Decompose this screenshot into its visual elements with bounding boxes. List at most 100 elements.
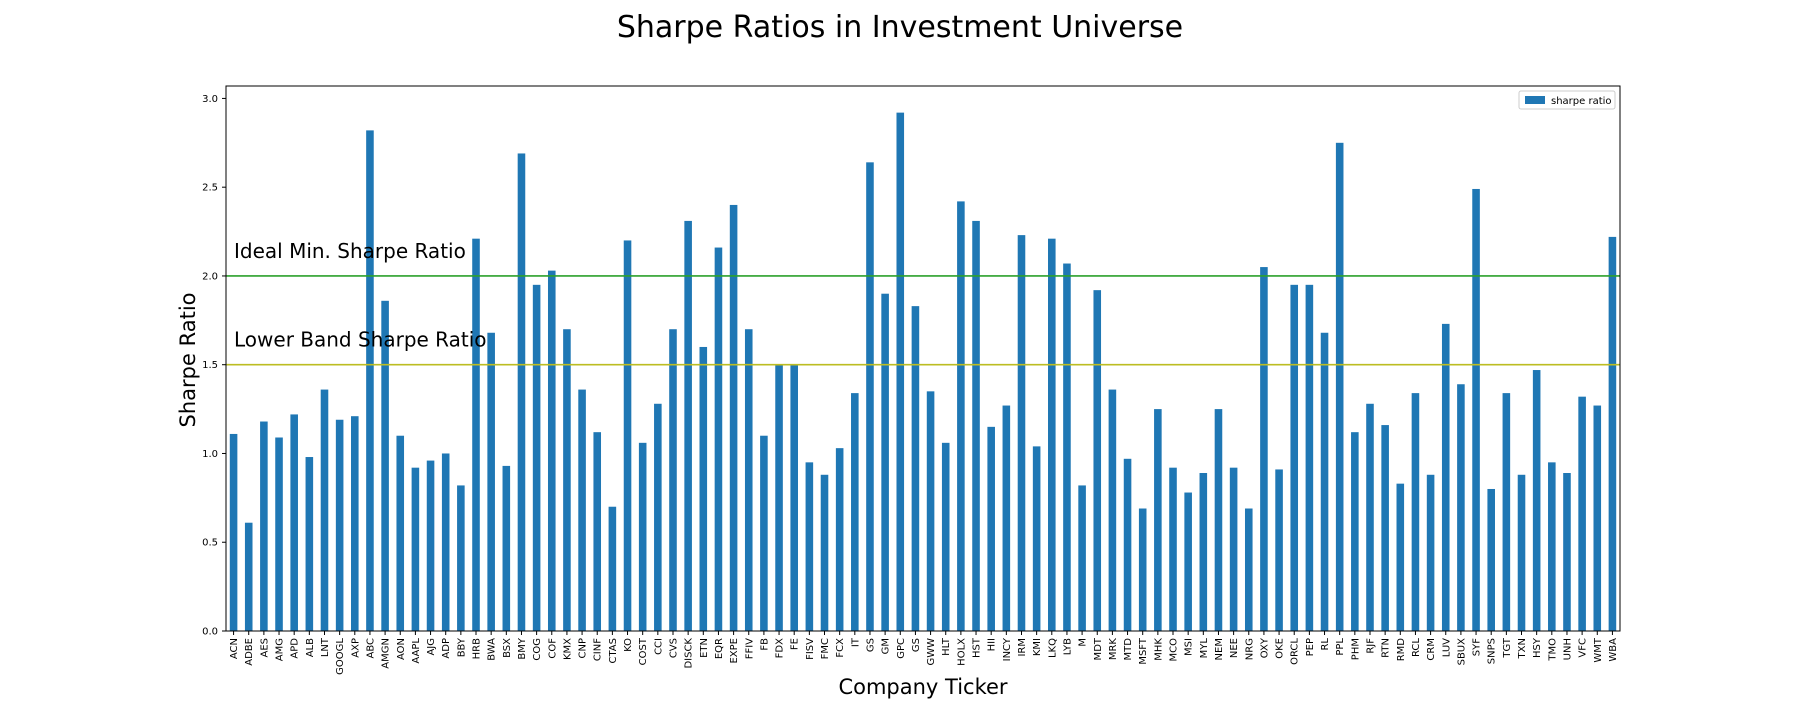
bar — [441, 453, 450, 631]
bar — [805, 462, 814, 631]
x-tick-label: FE — [790, 638, 801, 650]
bar — [351, 416, 359, 631]
x-tick-label: APD — [290, 638, 301, 659]
x-tick-label: BWA — [487, 638, 498, 661]
bar — [987, 426, 995, 631]
bar — [411, 467, 420, 631]
bar — [1351, 432, 1359, 631]
bar — [775, 364, 783, 631]
x-tick-label: AON — [396, 638, 407, 660]
bar — [1563, 473, 1571, 631]
bar — [320, 389, 329, 631]
x-tick-label: OKE — [1275, 638, 1286, 659]
legend-box — [1518, 90, 1616, 110]
bar — [290, 414, 298, 631]
bar — [457, 485, 465, 631]
x-tick-label: IT — [850, 637, 861, 647]
bar — [608, 506, 617, 631]
x-tick-label: AES — [259, 638, 270, 658]
bar — [1184, 492, 1192, 631]
bar — [654, 403, 662, 631]
x-tick-label: MSFT — [1138, 637, 1149, 665]
bar — [487, 332, 495, 631]
x-tick-label: NEM — [1214, 638, 1225, 660]
x-tick-label: HST — [972, 637, 983, 658]
bar — [381, 300, 389, 631]
bar — [1199, 473, 1208, 631]
bar — [366, 130, 374, 631]
bar — [1108, 389, 1117, 631]
bar — [1154, 409, 1162, 631]
x-tick-label: COG — [532, 638, 543, 661]
bar — [1441, 323, 1450, 631]
bar — [1093, 290, 1102, 631]
x-tick-label: INCY — [1002, 637, 1013, 661]
bar — [1063, 263, 1071, 631]
bar — [1290, 284, 1299, 631]
bar — [1244, 508, 1253, 631]
x-tick-label: RCL — [1411, 638, 1422, 657]
bar — [1305, 284, 1314, 631]
x-tick-label: FMC — [820, 638, 831, 659]
bar — [229, 433, 238, 631]
bar — [1593, 405, 1602, 631]
bar — [532, 284, 541, 631]
bar — [1411, 393, 1420, 631]
bar — [1502, 393, 1511, 631]
x-tick-label: FB — [759, 638, 770, 651]
bar — [972, 220, 980, 631]
x-tick-label: TGT — [1502, 637, 1513, 659]
bar — [1123, 458, 1132, 631]
x-tick-label: ORCL — [1290, 638, 1301, 665]
x-tick-label: ETN — [699, 638, 710, 658]
x-tick-label: GS — [865, 638, 876, 652]
y-axis: 0.0 0.5 1.0 1.5 2.0 2.5 3.0 — [202, 94, 226, 638]
bar — [1032, 446, 1041, 631]
x-tick-label: KO — [623, 638, 634, 652]
bar — [1335, 142, 1344, 632]
y-tick-label: 0.5 — [202, 538, 218, 549]
bar — [760, 435, 768, 631]
x-tick-label: PEP — [1305, 638, 1316, 656]
bar — [1214, 409, 1223, 631]
x-tick-label: RL — [1320, 638, 1331, 651]
bar — [866, 162, 874, 631]
x-tick-label: HLT — [941, 637, 952, 656]
bar — [1078, 485, 1086, 631]
x-tick-label: LNT — [320, 637, 331, 657]
x-tick-label: WBA — [1608, 638, 1619, 662]
x-tick-label: BBY — [456, 637, 467, 657]
x-tick-label: NEE — [1229, 638, 1240, 658]
x-tick-label: HRB — [472, 638, 483, 659]
reference-lines: Ideal Min. Sharpe Ratio Lower Band Sharpe… — [226, 239, 1620, 366]
bar — [547, 270, 556, 631]
x-tick-label: DISCK — [684, 638, 695, 669]
x-tick-label: MRK — [1108, 638, 1119, 661]
x-tick-label: MSI — [1184, 638, 1195, 656]
x-tick-label: CCI — [653, 638, 664, 655]
bar — [1548, 462, 1556, 631]
bar — [396, 435, 405, 631]
bar — [1608, 236, 1617, 632]
x-tick-label: AJG — [426, 638, 437, 656]
y-tick-label: 2.5 — [202, 183, 218, 194]
bar — [563, 329, 571, 631]
x-tick-label: AMG — [275, 638, 286, 661]
x-tick-label: CNP — [578, 638, 589, 659]
bar — [578, 389, 586, 631]
bar — [1578, 396, 1586, 631]
x-tick-label: MDT — [1093, 637, 1104, 660]
x-tick-label: LYB — [1062, 638, 1073, 655]
bar — [729, 204, 738, 632]
plot-frame — [225, 85, 1621, 632]
x-tick-label: MTD — [1123, 638, 1134, 661]
x-tick-label: FDX — [775, 638, 786, 658]
y-tick-label: 2.0 — [202, 271, 218, 282]
bar — [260, 421, 268, 631]
bar — [684, 220, 692, 631]
x-tick-label: CTAS — [608, 638, 619, 664]
bar — [1229, 467, 1238, 631]
x-tick-label: EQR — [714, 638, 725, 659]
chart-title: Sharpe Ratios in Investment Universe — [617, 10, 1183, 45]
x-tick-label: HSY — [1532, 637, 1543, 658]
